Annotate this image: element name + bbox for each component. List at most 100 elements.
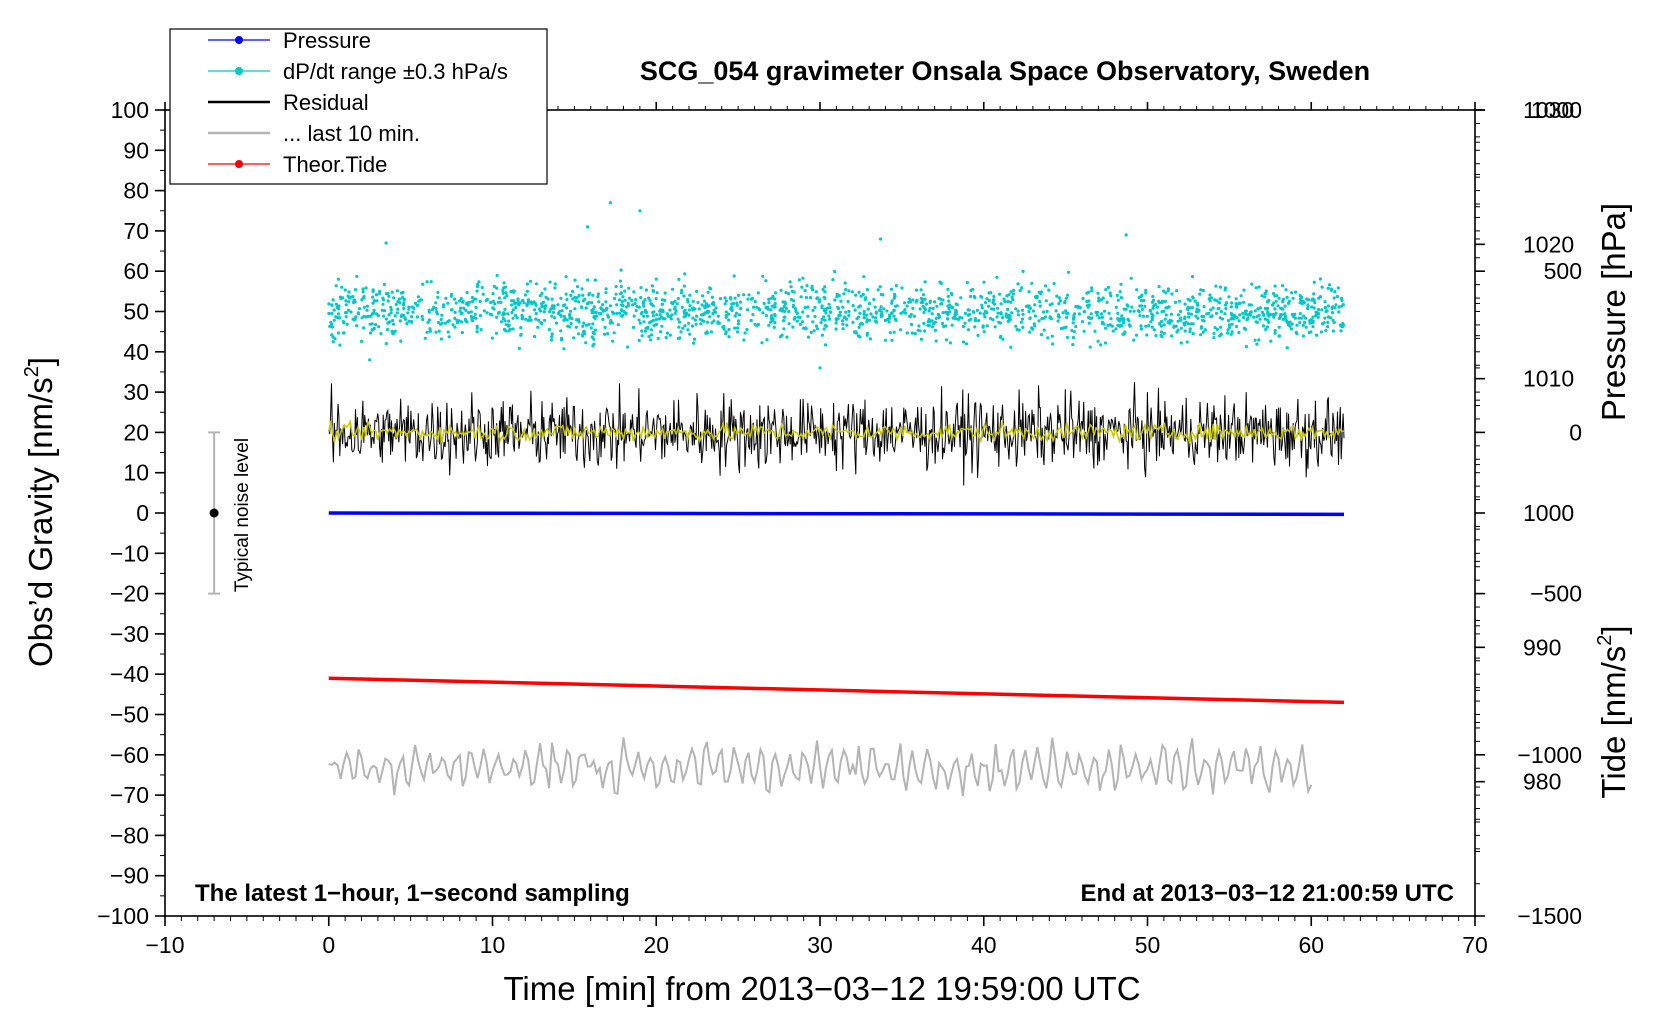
y-tick-label: 80 [123, 178, 149, 204]
dpdt-point [1150, 312, 1154, 316]
dpdt-point [890, 311, 894, 315]
x-tick-label: −10 [145, 932, 184, 958]
dpdt-point [727, 335, 731, 339]
dpdt-point [1198, 292, 1202, 296]
dpdt-point [454, 301, 458, 305]
dpdt-point [1323, 300, 1327, 304]
dpdt-point [603, 332, 607, 336]
dpdt-point [927, 309, 931, 313]
legend-label: Pressure [283, 28, 371, 53]
dpdt-point [372, 311, 376, 315]
dpdt-point [889, 287, 894, 291]
dpdt-point [859, 294, 863, 298]
dpdt-point [351, 295, 355, 299]
dpdt-point [851, 304, 855, 308]
dpdt-point [591, 307, 595, 311]
dpdt-point [813, 314, 817, 319]
dpdt-point [1227, 323, 1232, 327]
dpdt-point [947, 299, 951, 303]
dpdt-point [795, 319, 799, 323]
dpdt-point [361, 326, 366, 330]
dpdt-point [443, 321, 447, 325]
dpdt-point [1318, 277, 1322, 281]
dpdt-point [461, 300, 465, 304]
dpdt-point [824, 343, 828, 347]
dpdt-point [892, 314, 896, 318]
dpdt-point [421, 317, 425, 322]
dpdt-point [1322, 321, 1326, 325]
dpdt-point [818, 366, 822, 370]
dpdt-point [857, 305, 861, 309]
dpdt-point [591, 322, 595, 326]
dpdt-point [820, 333, 825, 337]
dpdt-point [1011, 292, 1016, 296]
dpdt-point [1323, 306, 1327, 310]
dpdt-point [1308, 321, 1312, 325]
dpdt-point [772, 325, 776, 329]
dpdt-point [1111, 329, 1115, 333]
dpdt-point [814, 290, 818, 294]
dpdt-point [660, 302, 665, 306]
dpdt-point [833, 270, 837, 274]
dpdt-point [1127, 319, 1131, 323]
dpdt-point [1293, 316, 1297, 320]
dpdt-point [334, 302, 338, 306]
dpdt-point [459, 297, 463, 301]
dpdt-point [1108, 323, 1112, 327]
dpdt-point [1147, 324, 1151, 328]
dpdt-point [1272, 315, 1276, 319]
dpdt-point [862, 312, 866, 316]
dpdt-point [981, 325, 985, 329]
dpdt-point [1310, 305, 1314, 309]
dpdt-point [921, 293, 926, 297]
dpdt-point [1337, 305, 1341, 309]
dpdt-point [1279, 312, 1283, 317]
dpdt-point [888, 331, 892, 335]
dpdt-point [1052, 282, 1056, 286]
dpdt-point [676, 317, 680, 321]
dpdt-point [948, 341, 953, 345]
dpdt-point [1170, 334, 1174, 338]
dpdt-point [668, 333, 672, 337]
dpdt-point [357, 307, 362, 311]
dpdt-point [939, 281, 943, 285]
dpdt-point [1226, 328, 1230, 332]
dpdt-point [466, 310, 471, 315]
dpdt-point [1341, 324, 1345, 329]
dpdt-point [969, 288, 973, 292]
series-residual-line [328, 381, 1345, 486]
dpdt-point [450, 292, 454, 296]
dpdt-point [550, 304, 555, 308]
dpdt-point [749, 318, 753, 323]
dpdt-point [1283, 312, 1287, 316]
dpdt-point [680, 288, 684, 292]
dpdt-point [1248, 313, 1252, 317]
dpdt-point [712, 308, 716, 312]
dpdt-point [440, 313, 444, 317]
dpdt-point [604, 300, 608, 304]
dpdt-point [1241, 311, 1245, 315]
dpdt-point [723, 302, 727, 306]
dpdt-point [562, 347, 566, 351]
dpdt-point [596, 295, 600, 299]
dpdt-point [642, 300, 646, 304]
dpdt-point [1257, 313, 1261, 317]
dpdt-point [1244, 344, 1248, 349]
dpdt-point [400, 313, 404, 317]
dpdt-point [1199, 325, 1203, 329]
dpdt-point [608, 201, 613, 205]
dpdt-point [882, 307, 886, 311]
dpdt-point [1194, 310, 1199, 314]
dpdt-point [1139, 299, 1143, 303]
dpdt-point [1283, 304, 1287, 308]
dpdt-point [1044, 299, 1048, 303]
dpdt-point [388, 320, 392, 324]
dpdt-point [1093, 329, 1097, 333]
dpdt-point [750, 296, 755, 300]
dpdt-point [1144, 324, 1148, 328]
dpdt-point [353, 288, 358, 292]
dpdt-point [899, 328, 903, 332]
dpdt-point [1006, 307, 1010, 311]
dpdt-point [646, 326, 650, 330]
